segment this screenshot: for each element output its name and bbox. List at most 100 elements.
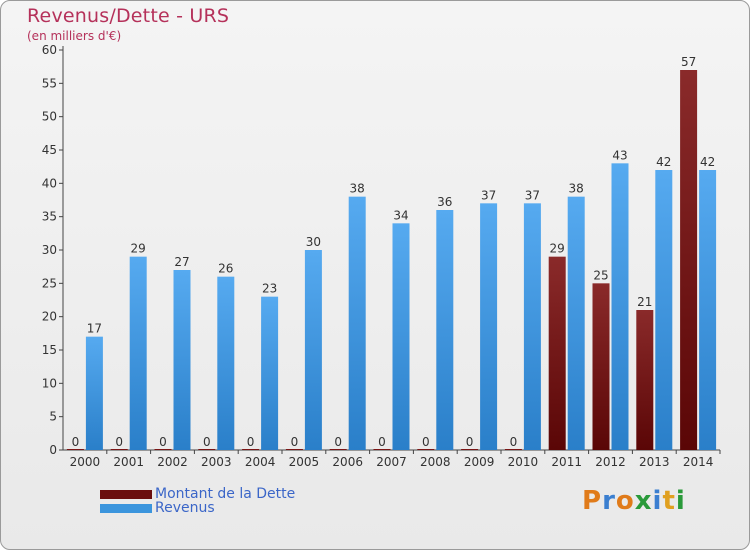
bar-revenus (655, 170, 673, 450)
x-tick-label: 2010 (508, 455, 539, 469)
y-tick-label: 5 (49, 410, 57, 424)
x-tick-label: 2002 (157, 455, 188, 469)
data-label-revenus: 23 (262, 282, 277, 296)
bar-revenus (129, 256, 147, 450)
logo-letter: o (615, 486, 635, 516)
data-label-dette: 0 (115, 435, 123, 449)
legend-swatch-dette (100, 490, 152, 499)
bar-revenus (480, 203, 498, 450)
bar-dette (198, 449, 216, 450)
x-tick-label: 2013 (639, 455, 670, 469)
data-label-revenus: 43 (612, 148, 627, 162)
bar-revenus (523, 203, 541, 450)
bar-dette (66, 449, 84, 450)
x-tick-label: 2012 (595, 455, 626, 469)
data-label-dette: 0 (510, 435, 518, 449)
bar-revenus (699, 170, 717, 450)
data-label-dette: 0 (203, 435, 211, 449)
proxiti-logo: Proxiti (582, 486, 686, 516)
logo-letter: r (602, 486, 616, 516)
y-tick-label: 15 (42, 343, 57, 357)
data-label-revenus: 17 (87, 322, 102, 336)
logo-letter: i (652, 486, 663, 516)
bar-dette (504, 449, 522, 450)
bar-dette (242, 449, 260, 450)
data-label-revenus: 42 (656, 155, 671, 169)
data-label-revenus: 27 (174, 255, 189, 269)
x-tick-label: 2001 (113, 455, 144, 469)
bar-revenus (85, 336, 103, 450)
y-tick-label: 60 (42, 43, 57, 57)
data-label-dette: 21 (637, 295, 652, 309)
bar-dette (373, 449, 391, 450)
chart-title: Revenus/Dette - URS (27, 5, 230, 27)
data-label-revenus: 34 (393, 208, 408, 222)
x-tick-label: 2006 (332, 455, 363, 469)
data-label-dette: 0 (466, 435, 474, 449)
y-tick-label: 30 (42, 243, 57, 257)
data-label-revenus: 37 (481, 188, 496, 202)
data-label-dette: 0 (72, 435, 80, 449)
bar-dette (329, 449, 347, 450)
data-label-revenus: 29 (131, 242, 146, 256)
logo-letter: P (582, 486, 603, 516)
bar-dette (110, 449, 128, 450)
data-label-revenus: 36 (437, 195, 452, 209)
data-label-dette: 0 (159, 435, 167, 449)
bar-revenus (348, 196, 366, 450)
y-tick-label: 0 (49, 443, 57, 457)
data-label-revenus: 37 (525, 188, 540, 202)
x-tick-label: 2004 (245, 455, 276, 469)
bar-revenus (392, 223, 410, 450)
data-label-revenus: 42 (700, 155, 715, 169)
bar-dette (154, 449, 172, 450)
logo-letter: x (634, 486, 653, 516)
y-tick-label: 45 (42, 143, 57, 157)
bar-revenus (261, 296, 279, 450)
legend-label-dette: Montant de la Dette (155, 486, 296, 502)
y-tick-label: 25 (42, 276, 57, 290)
x-tick-label: 2000 (70, 455, 101, 469)
bar-dette (417, 449, 435, 450)
bar-revenus (436, 210, 454, 450)
chart-subtitle: (en milliers d'€) (27, 29, 122, 43)
data-label-dette: 25 (593, 268, 608, 282)
data-label-dette: 29 (550, 242, 565, 256)
bar-dette (285, 449, 303, 450)
data-label-revenus: 26 (218, 262, 233, 276)
data-label-dette: 0 (422, 435, 430, 449)
x-tick-label: 2011 (551, 455, 582, 469)
bar-revenus (304, 250, 322, 450)
data-label-dette: 57 (681, 55, 696, 69)
y-tick-label: 35 (42, 210, 57, 224)
y-tick-label: 40 (42, 176, 57, 190)
bar-dette (680, 70, 698, 450)
x-tick-label: 2008 (420, 455, 451, 469)
data-label-revenus: 38 (350, 182, 365, 196)
x-tick-label: 2005 (289, 455, 320, 469)
data-label-dette: 0 (291, 435, 299, 449)
data-label-revenus: 38 (569, 182, 584, 196)
bar-dette (636, 310, 654, 450)
y-tick-label: 20 (42, 310, 57, 324)
logo-letter: t (662, 486, 676, 516)
x-tick-label: 2007 (376, 455, 407, 469)
y-tick-label: 10 (42, 376, 57, 390)
x-tick-label: 2014 (683, 455, 714, 469)
bar-revenus (217, 276, 235, 450)
data-label-revenus: 30 (306, 235, 321, 249)
data-label-dette: 0 (378, 435, 386, 449)
bar-dette (461, 449, 479, 450)
legend-swatch-revenus (100, 504, 152, 513)
bar-revenus (173, 270, 191, 450)
data-label-dette: 0 (247, 435, 255, 449)
y-tick-label: 50 (42, 110, 57, 124)
bar-revenus (567, 196, 585, 450)
bar-dette (548, 256, 566, 450)
x-tick-label: 2003 (201, 455, 232, 469)
bar-revenus (611, 163, 629, 451)
y-tick-label: 55 (42, 76, 57, 90)
legend-label-revenus: Revenus (155, 500, 215, 516)
logo-letter: i (675, 486, 686, 516)
